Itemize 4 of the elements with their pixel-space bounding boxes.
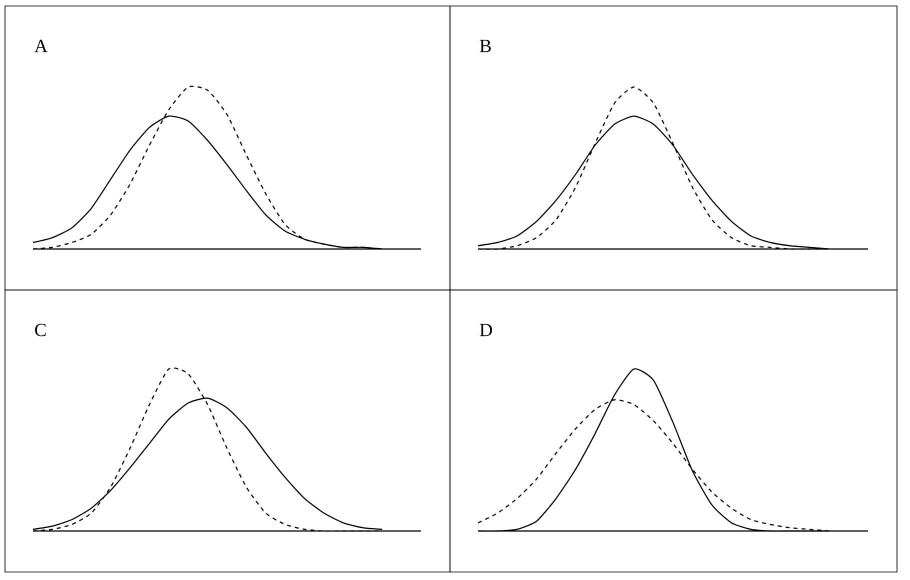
chart-title: B — [480, 40, 491, 52]
chart-title: A — [34, 40, 48, 52]
chart-title: C — [35, 324, 46, 336]
chart-title: D — [480, 324, 492, 336]
